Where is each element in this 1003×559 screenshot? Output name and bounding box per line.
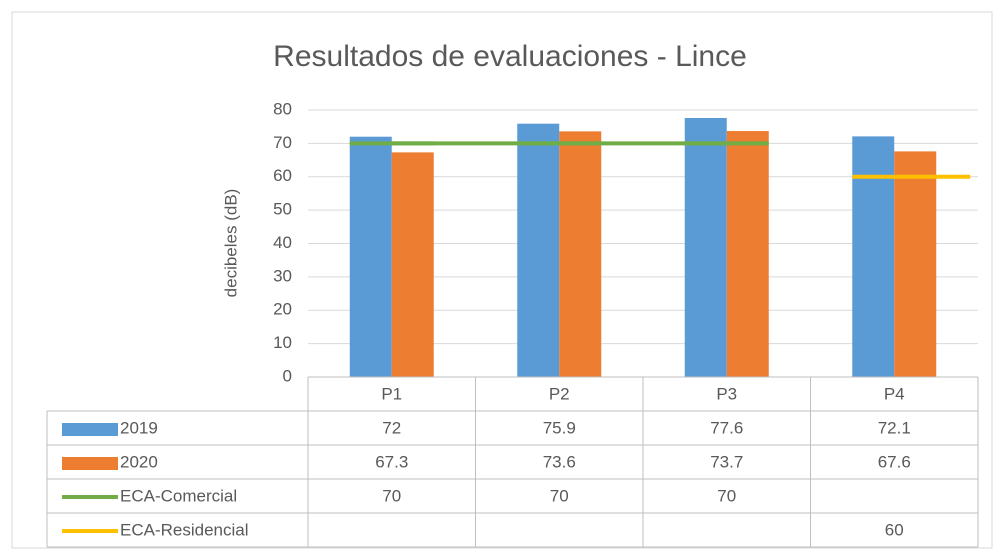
bar bbox=[559, 131, 602, 377]
table-value: 67.6 bbox=[878, 452, 911, 471]
y-tick-label: 0 bbox=[283, 366, 292, 385]
legend-key bbox=[62, 423, 118, 436]
table-value: 70 bbox=[550, 486, 569, 505]
bar bbox=[894, 151, 937, 377]
legend-label: ECA-Comercial bbox=[120, 486, 237, 505]
y-tick-label: 60 bbox=[273, 166, 292, 185]
table-value: 72.1 bbox=[878, 418, 911, 437]
table-value: 75.9 bbox=[543, 418, 576, 437]
table-value: 73.6 bbox=[543, 452, 576, 471]
table-value: 70 bbox=[717, 486, 736, 505]
table-value: 73.7 bbox=[710, 452, 743, 471]
x-tick-label: P4 bbox=[884, 384, 905, 403]
table-value: 60 bbox=[885, 520, 904, 539]
y-tick-label: 70 bbox=[273, 133, 292, 152]
table-value: 77.6 bbox=[710, 418, 743, 437]
chart-title: Resultados de evaluaciones - Lince bbox=[273, 40, 747, 73]
y-tick-label: 10 bbox=[273, 333, 292, 352]
bar bbox=[349, 136, 392, 377]
y-tick-label: 50 bbox=[273, 200, 292, 219]
x-tick-label: P2 bbox=[549, 384, 570, 403]
legend-label: 2019 bbox=[120, 418, 158, 437]
table-value: 72 bbox=[382, 418, 401, 437]
y-tick-label: 40 bbox=[273, 233, 292, 252]
x-tick-label: P3 bbox=[716, 384, 737, 403]
bar bbox=[726, 131, 769, 377]
bar bbox=[517, 123, 560, 377]
chart-border bbox=[11, 11, 993, 549]
y-tick-label: 20 bbox=[273, 300, 292, 319]
bar bbox=[684, 118, 727, 377]
bar bbox=[391, 152, 434, 377]
y-axis-label: decibeles (dB) bbox=[221, 189, 240, 298]
y-tick-label: 80 bbox=[273, 99, 292, 118]
table-value: 67.3 bbox=[375, 452, 408, 471]
legend-label: ECA-Residencial bbox=[120, 520, 249, 539]
bar bbox=[852, 136, 895, 377]
y-tick-label: 30 bbox=[273, 266, 292, 285]
x-tick-label: P1 bbox=[381, 384, 402, 403]
legend-key bbox=[62, 457, 118, 470]
legend-label: 2020 bbox=[120, 452, 158, 471]
table-value: 70 bbox=[382, 486, 401, 505]
